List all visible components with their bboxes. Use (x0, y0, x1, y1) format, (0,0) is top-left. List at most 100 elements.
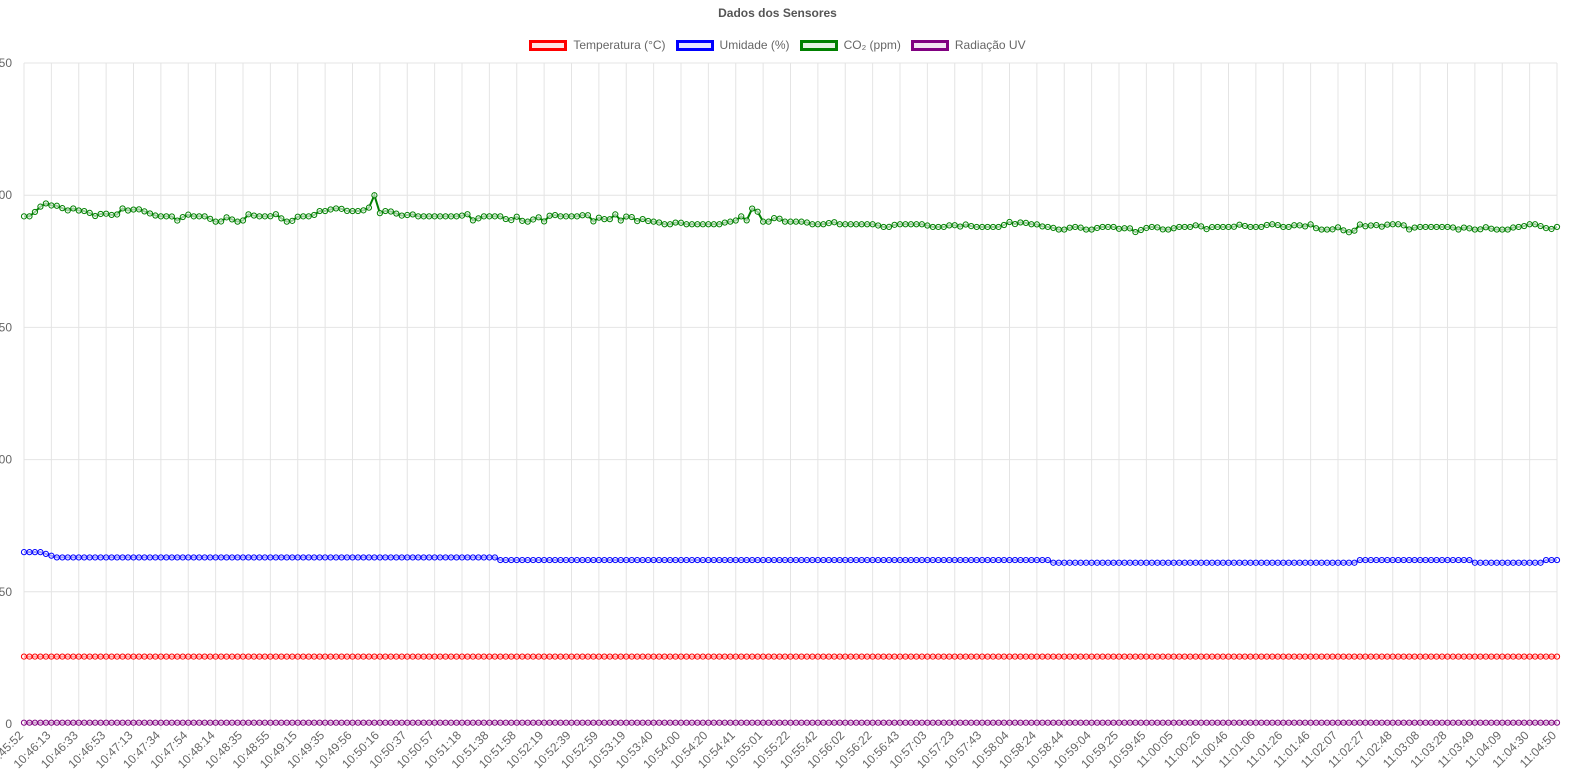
data-point[interactable] (108, 719, 115, 726)
data-point[interactable] (1099, 719, 1106, 726)
data-point[interactable] (1165, 653, 1172, 660)
data-point[interactable] (535, 719, 542, 726)
data-point[interactable] (743, 719, 750, 726)
data-point[interactable] (278, 554, 285, 561)
data-point[interactable] (420, 719, 427, 726)
data-point[interactable] (1121, 719, 1128, 726)
data-point[interactable] (1411, 719, 1418, 726)
data-point[interactable] (267, 554, 274, 561)
data-point[interactable] (431, 213, 438, 220)
data-point[interactable] (404, 719, 411, 726)
data-point[interactable] (639, 215, 646, 223)
data-point[interactable] (1000, 653, 1008, 660)
data-point[interactable] (1263, 559, 1270, 566)
data-point[interactable] (305, 213, 312, 220)
data-point[interactable] (760, 218, 767, 225)
data-point[interactable] (1307, 719, 1314, 726)
data-point[interactable] (661, 556, 668, 564)
data-point[interactable] (453, 653, 460, 660)
data-point[interactable] (1345, 229, 1353, 236)
data-point[interactable] (885, 223, 893, 230)
data-point[interactable] (64, 653, 71, 660)
data-point[interactable] (497, 719, 504, 726)
data-point[interactable] (968, 223, 975, 230)
data-point[interactable] (989, 719, 997, 726)
data-point[interactable] (376, 719, 383, 726)
data-point[interactable] (951, 719, 958, 726)
data-point[interactable] (458, 719, 466, 726)
data-point[interactable] (349, 653, 356, 660)
data-point[interactable] (1000, 556, 1008, 564)
data-point[interactable] (1028, 221, 1035, 228)
data-point[interactable] (1274, 559, 1281, 566)
data-point[interactable] (42, 653, 50, 660)
data-point[interactable] (628, 719, 635, 726)
data-point[interactable] (1208, 719, 1216, 726)
data-point[interactable] (656, 556, 663, 564)
data-point[interactable] (617, 217, 624, 224)
data-point[interactable] (1203, 226, 1210, 233)
data-point[interactable] (831, 219, 838, 226)
data-point[interactable] (1302, 223, 1309, 230)
data-point[interactable] (1104, 223, 1112, 231)
data-point[interactable] (573, 719, 581, 726)
data-point[interactable] (929, 223, 936, 231)
data-point[interactable] (896, 221, 904, 228)
data-point[interactable] (475, 554, 482, 561)
data-point[interactable] (283, 554, 290, 561)
data-point[interactable] (1017, 219, 1024, 226)
data-point[interactable] (885, 719, 893, 726)
data-point[interactable] (1548, 225, 1555, 233)
data-point[interactable] (1438, 556, 1446, 564)
data-point[interactable] (124, 653, 132, 660)
data-point[interactable] (661, 653, 668, 660)
data-point[interactable] (1214, 719, 1221, 726)
data-point[interactable] (875, 719, 882, 726)
data-point[interactable] (20, 213, 28, 220)
data-point[interactable] (190, 554, 197, 561)
data-point[interactable] (338, 719, 345, 726)
data-point[interactable] (770, 719, 778, 726)
data-point[interactable] (119, 719, 126, 726)
data-point[interactable] (1313, 653, 1320, 660)
data-point[interactable] (792, 556, 800, 564)
data-point[interactable] (831, 719, 838, 726)
data-point[interactable] (590, 218, 597, 225)
data-point[interactable] (1039, 556, 1046, 564)
data-point[interactable] (825, 653, 832, 660)
data-point[interactable] (1411, 653, 1418, 660)
data-point[interactable] (842, 556, 849, 564)
data-point[interactable] (562, 213, 570, 220)
data-point[interactable] (327, 554, 334, 561)
data-point[interactable] (513, 213, 520, 220)
data-point[interactable] (267, 653, 274, 660)
data-point[interactable] (289, 719, 296, 726)
data-point[interactable] (1488, 225, 1495, 232)
data-point[interactable] (97, 719, 104, 726)
data-point[interactable] (1488, 559, 1495, 566)
data-point[interactable] (1165, 559, 1172, 566)
data-point[interactable] (1542, 225, 1550, 232)
data-point[interactable] (130, 719, 137, 726)
data-point[interactable] (820, 556, 827, 564)
data-point[interactable] (119, 653, 126, 660)
data-point[interactable] (491, 653, 498, 660)
data-point[interactable] (458, 212, 466, 219)
data-point[interactable] (803, 556, 811, 564)
data-point[interactable] (1263, 221, 1270, 229)
data-point[interactable] (595, 214, 602, 221)
data-point[interactable] (179, 653, 186, 660)
data-point[interactable] (75, 554, 82, 561)
data-point[interactable] (135, 719, 143, 726)
data-point[interactable] (1230, 559, 1238, 566)
data-point[interactable] (1455, 226, 1462, 233)
data-point[interactable] (1323, 653, 1331, 660)
data-point[interactable] (1066, 653, 1073, 660)
data-point[interactable] (141, 653, 148, 660)
data-point[interactable] (738, 556, 745, 564)
data-point[interactable] (760, 719, 767, 726)
data-point[interactable] (108, 653, 115, 660)
data-point[interactable] (1011, 653, 1019, 660)
data-point[interactable] (228, 653, 236, 660)
data-point[interactable] (984, 223, 991, 231)
